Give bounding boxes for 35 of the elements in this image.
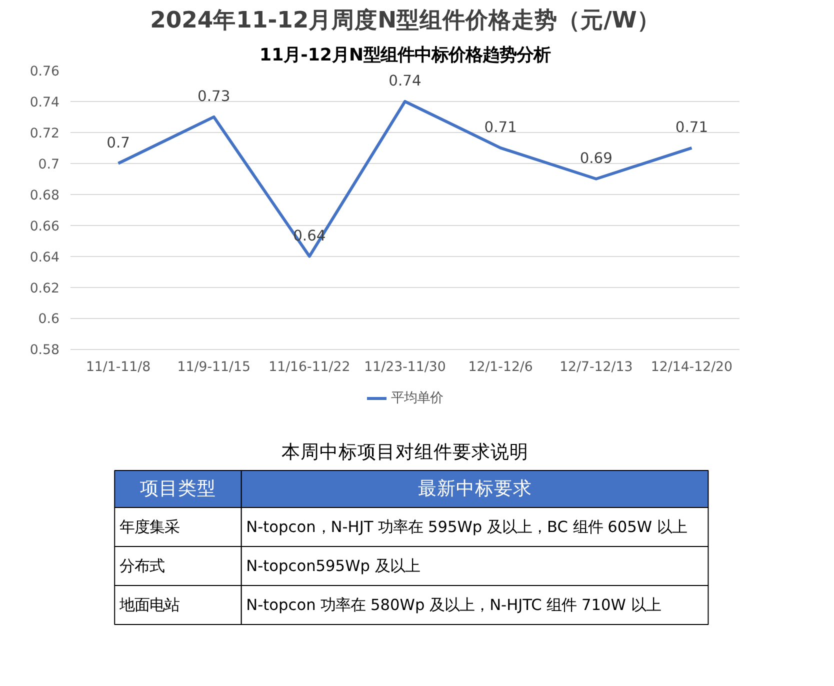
text: 最新中标要求 [418,478,532,500]
data-label: 0.73 [198,88,230,105]
y-tick-label: 0.64 [30,250,60,266]
text: 年度集采 [119,518,180,536]
x-tick-label: 11/23-11/30 [364,360,446,376]
y-tick-label: 0.58 [30,343,60,358]
data-label: 0.71 [675,118,708,136]
y-tick-label: 0.68 [30,188,60,204]
text: 11月-12月N型组件中标价格趋势分析 [260,46,550,66]
x-tick-label: 11/9-11/15 [177,360,250,376]
x-tick-label: 11/16-11/22 [268,360,350,376]
data-label: 0.71 [484,118,517,136]
y-tick-label: 0.7 [38,157,60,172]
text: 本周中标项目对组件要求说明 [282,442,528,463]
legend-label: 平均单价 [391,390,443,407]
text: 分布式 [119,557,164,575]
y-tick-label: 0.76 [30,64,60,80]
text: 项目类型 [140,478,216,500]
text: N-topcon 功率在 580Wp 及以上，N-HJTC 组件 710W 以上 [246,596,661,614]
data-label: 0.74 [388,72,422,90]
x-tick-label: 12/14-12/20 [650,360,733,376]
y-tick-label: 0.62 [30,281,60,296]
data-label: 0.69 [580,150,612,167]
x-tick-label: 12/1-12/6 [468,360,533,376]
y-tick-label: 0.6 [38,312,60,328]
y-tick-label: 0.74 [30,95,60,110]
x-tick-label: 11/1-11/8 [86,360,151,376]
text: 地面电站 [118,596,180,614]
text: N-topcon595Wp 及以上 [246,557,420,575]
y-tick-label: 0.66 [30,219,60,234]
chart-title: 2024年11-12月周度N型组件价格走势（元/W） [150,6,660,34]
y-tick-label: 0.72 [30,126,60,142]
data-label: 0.7 [106,134,130,152]
text: N-topcon，N-HJT 功率在 595Wp 及以上，BC 组件 605W 以上 [246,518,687,536]
x-tick-label: 12/7-12/13 [560,360,633,376]
